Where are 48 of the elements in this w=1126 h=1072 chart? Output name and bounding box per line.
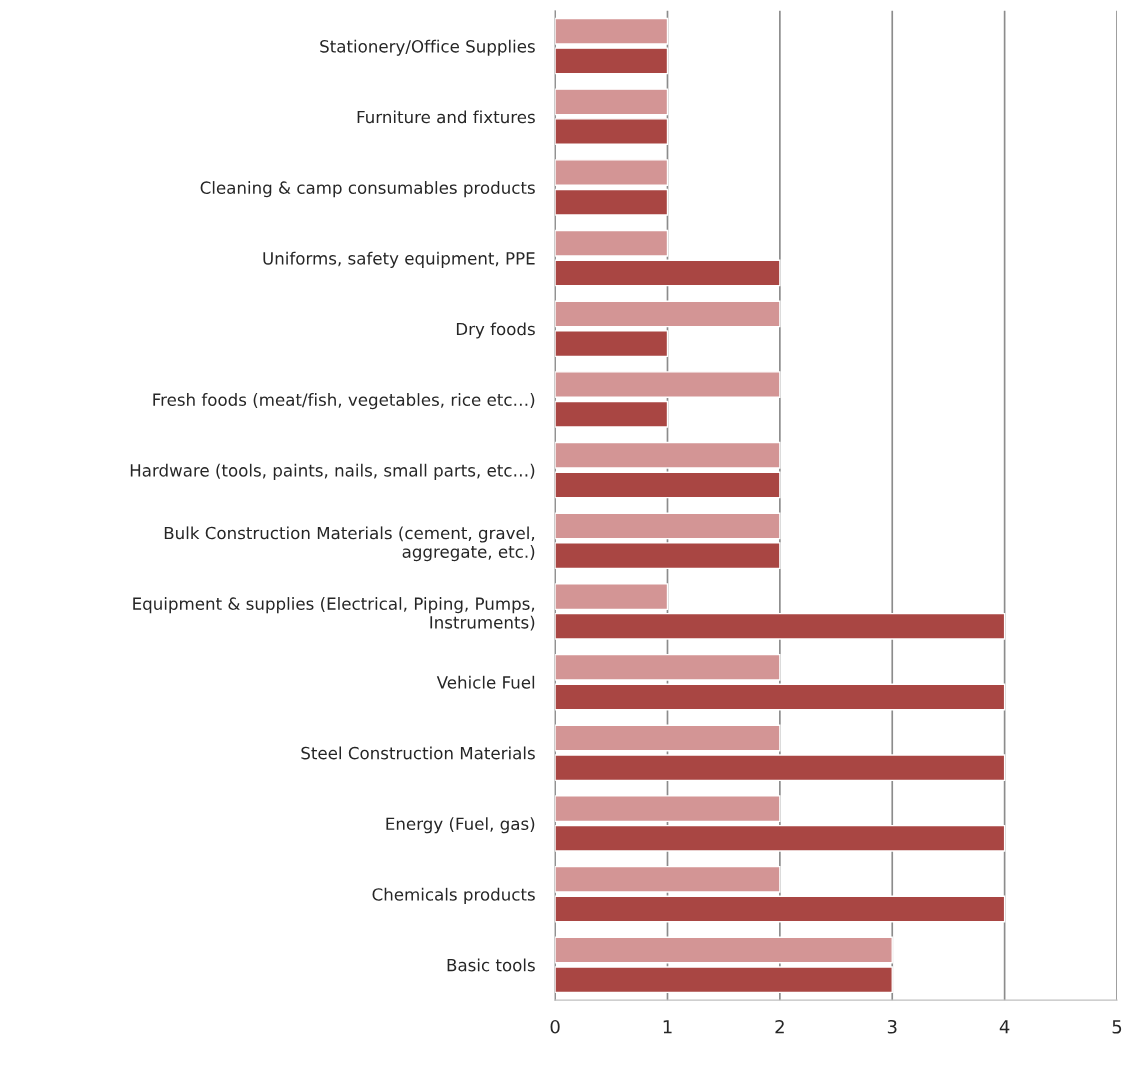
x-tick-label: 1 (663, 1020, 672, 1034)
y-tick-label: Basic tools (447, 958, 535, 972)
y-tick-label: Equipment & supplies (Electrical, Piping, Pumps, Instruments) (133, 597, 535, 631)
bar (555, 400, 669, 428)
x-tick-label: 3 (887, 1019, 897, 1034)
bar (555, 188, 669, 216)
y-tick-label: Stationery/Office Supplies (320, 39, 535, 56)
bar (555, 895, 1006, 923)
y-tick-label: Energy (Fuel, gas) (386, 817, 535, 834)
bar (555, 88, 669, 116)
bar (555, 300, 781, 328)
y-tick-label: Steel Construction Materials (301, 746, 535, 760)
bar (555, 936, 893, 964)
x-tick-label: 4 (999, 1020, 1010, 1034)
y-tick-label: Uniforms, safety equipment, PPE (263, 251, 535, 268)
bar (555, 159, 669, 186)
bar (555, 471, 781, 499)
bar (555, 17, 669, 45)
y-tick-label: Bulk Construction Materials (cement, gravel, aggregate, etc.) (164, 526, 535, 562)
bar (555, 583, 669, 611)
y-tick-label: Hardware (tools, paints, nails, small parts, etc…) (130, 463, 535, 480)
bar (555, 512, 781, 540)
y-tick-label: Cleaning & camp consumables products (200, 181, 535, 198)
bar (555, 865, 781, 893)
bar (555, 371, 781, 399)
bar (555, 966, 893, 994)
y-tick-label: Vehicle Fuel (436, 675, 535, 689)
y-tick-label: Chemicals products (372, 887, 535, 904)
bar (555, 612, 1006, 640)
x-tick-label: 5 (1112, 1020, 1122, 1034)
bar (555, 824, 1006, 852)
bar (555, 683, 1006, 711)
bar (555, 259, 781, 287)
y-tick-label: Fresh foods (meat/fish, vegetables, rice etc…) (153, 393, 535, 410)
y-tick-label: Dry foods (456, 322, 535, 339)
bar (555, 724, 781, 752)
bar (555, 795, 781, 823)
bar (555, 47, 669, 75)
x-tick-label: 0 (550, 1019, 560, 1034)
bar (555, 118, 669, 145)
x-tick-label: 2 (775, 1019, 784, 1034)
bar (555, 229, 669, 257)
bar (555, 330, 669, 358)
bar (555, 754, 1006, 782)
bar (555, 653, 781, 681)
bar (555, 441, 781, 469)
y-tick-label: Furniture and fixtures (357, 110, 535, 124)
bar (555, 542, 781, 570)
